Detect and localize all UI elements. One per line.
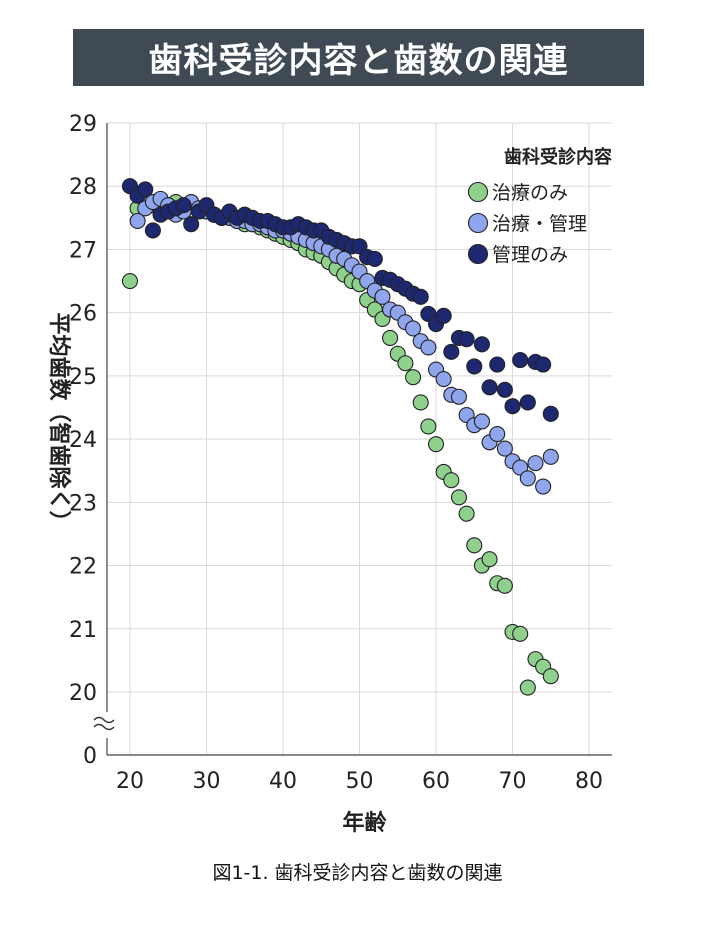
x-tick-label: 20: [116, 769, 144, 794]
data-point: [366, 250, 383, 267]
data-point: [542, 448, 559, 465]
data-point: [473, 336, 490, 353]
y-tick-label-zero: 0: [83, 744, 97, 769]
y-tick-label: 29: [69, 112, 97, 137]
data-point: [481, 551, 498, 568]
y-tick-label: 27: [69, 238, 97, 263]
data-point: [489, 426, 506, 443]
data-point: [121, 273, 139, 290]
legend-marker: [467, 243, 489, 265]
data-point: [420, 418, 437, 435]
data-point: [535, 356, 552, 373]
y-tick-label: 20: [69, 681, 97, 706]
data-point: [144, 222, 161, 239]
data-point: [450, 388, 468, 405]
data-point: [504, 398, 521, 415]
data-point: [129, 212, 146, 230]
data-point: [405, 320, 422, 337]
data-point: [458, 505, 475, 522]
data-point: [427, 436, 445, 453]
data-point: [466, 537, 483, 554]
x-tick-label: 70: [499, 769, 527, 794]
data-point: [405, 369, 422, 386]
legend-label: 治療・管理: [492, 213, 587, 235]
x-tick-label: 40: [269, 769, 297, 794]
axis-break-mark: [93, 723, 115, 731]
data-point: [412, 288, 429, 305]
data-point: [420, 339, 437, 356]
data-point: [374, 288, 391, 305]
chart-title: 歯科受診内容と歯数の関連: [73, 29, 644, 86]
data-point: [496, 381, 513, 398]
data-point: [183, 216, 200, 233]
data-point: [519, 394, 536, 411]
data-point: [512, 352, 529, 369]
data-point: [512, 625, 529, 642]
data-point: [435, 307, 452, 324]
x-axis-label: 年齢: [342, 810, 387, 836]
data-point: [473, 413, 490, 430]
axes: 20 21 22 23 24 25 26 27 28 29 0 20 30 40 50 60 70 80 年齢 平均歯…: [46, 112, 612, 836]
axis-break-mark: [93, 716, 115, 724]
y-tick-label: 22: [69, 555, 97, 580]
x-tick-label: 30: [192, 769, 220, 794]
data-point: [382, 329, 399, 347]
figure-caption: 図1-1. 歯科受診内容と歯数の関連: [212, 862, 503, 884]
data-point: [466, 358, 483, 375]
data-point: [435, 370, 452, 388]
legend-label: 管理のみ: [492, 244, 568, 266]
data-point: [527, 455, 544, 472]
data-point: [397, 355, 414, 372]
data-point: [489, 356, 506, 373]
data-point: [519, 679, 536, 696]
legend-marker: [467, 212, 489, 234]
data-point: [443, 472, 460, 489]
x-tick-label: 50: [346, 769, 374, 794]
legend-label: 治療のみ: [492, 182, 568, 204]
y-axis-label: 平均歯数（智歯除く）: [46, 312, 72, 532]
y-tick-label: 21: [69, 618, 97, 643]
data-point: [443, 343, 460, 360]
data-point: [496, 440, 513, 457]
legend-marker: [467, 181, 489, 203]
data-point: [542, 668, 559, 685]
data-point: [137, 181, 154, 198]
y-tick-label: 28: [69, 175, 97, 200]
y-tick-label: 24: [69, 428, 97, 453]
data-point: [496, 577, 513, 594]
data-point: [542, 405, 559, 422]
x-tick-label: 60: [422, 769, 450, 794]
data-points: [121, 178, 559, 696]
data-point: [412, 394, 429, 411]
data-point: [175, 197, 192, 214]
data-point: [519, 470, 536, 487]
legend-title: 歯科受診内容: [504, 146, 612, 168]
y-tick-label: 23: [69, 491, 97, 516]
data-point: [458, 331, 475, 348]
y-tick-label: 26: [69, 302, 97, 327]
x-tick-label: 80: [575, 769, 603, 794]
data-point: [535, 478, 552, 495]
series-3-points: [121, 178, 559, 422]
data-point: [450, 489, 468, 506]
data-point: [481, 379, 498, 396]
y-tick-label: 25: [69, 365, 97, 390]
